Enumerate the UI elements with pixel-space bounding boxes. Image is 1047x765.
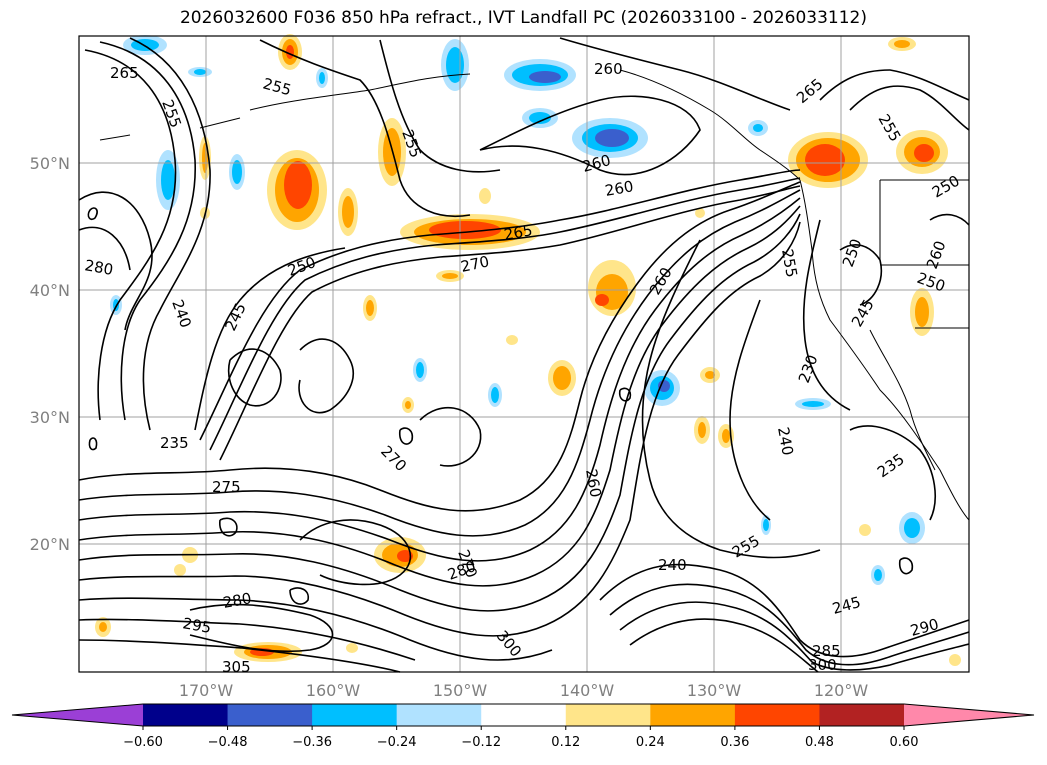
colorbar-extend-high — [904, 704, 1034, 726]
colorbar-segments — [143, 704, 905, 726]
colorbar-tick-label: 0.60 — [890, 735, 919, 750]
lat-label: 20°N — [30, 535, 70, 554]
lat-label: 30°N — [30, 408, 70, 427]
colorbar-tick-label: 0.24 — [636, 735, 665, 750]
contour-label: 235 — [160, 434, 189, 452]
colorbar-tick-label: −0.12 — [461, 735, 501, 750]
colorbar-tick-label: −0.48 — [208, 735, 248, 750]
colorbar-segment — [227, 704, 313, 726]
lon-label: 150°W — [433, 681, 488, 700]
colorbar-segment — [481, 704, 567, 726]
contour-label: 285 — [812, 642, 841, 660]
refractivity-shading — [95, 34, 961, 666]
colorbar-segment — [819, 704, 905, 726]
colorbar-tick-label: −0.60 — [123, 735, 163, 750]
colorbar-segment — [565, 704, 651, 726]
longitude-labels: 170°W 160°W 150°W 140°W 130°W 120°W — [179, 681, 869, 700]
colorbar-tick-label: 0.12 — [551, 735, 580, 750]
colorbar-tick-label: −0.36 — [292, 735, 332, 750]
contour-label: 260 — [582, 468, 605, 499]
colorbar-segment — [396, 704, 482, 726]
contour-label: 260 — [604, 177, 635, 200]
colorbar-segment — [312, 704, 398, 726]
contour-label: 240 — [774, 426, 797, 457]
lon-label: 170°W — [179, 681, 234, 700]
lon-label: 160°W — [306, 681, 361, 700]
refractivity-contours — [78, 37, 970, 673]
contour-label: 275 — [212, 478, 241, 496]
colorbar-tick-label: 0.48 — [805, 735, 834, 750]
contour-label: 280 — [222, 589, 253, 612]
latitude-labels: 50°N 40°N 30°N 20°N — [30, 154, 70, 554]
contour-label: 255 — [778, 248, 801, 279]
contour-label: 260 — [594, 60, 623, 78]
contour-label: 295 — [181, 614, 212, 637]
lon-label: 140°W — [560, 681, 615, 700]
colorbar-segment — [734, 704, 820, 726]
contour-label: 305 — [222, 658, 251, 676]
colorbar-segment — [650, 704, 736, 726]
coastlines — [99, 69, 970, 521]
lat-label: 50°N — [30, 154, 70, 173]
lon-label: 130°W — [687, 681, 742, 700]
colorbar-tick-label: −0.24 — [377, 735, 417, 750]
colorbar-extend-low — [12, 704, 143, 726]
contour-label: 265 — [503, 221, 534, 244]
contour-label: 265 — [110, 64, 139, 82]
graticule — [79, 36, 969, 672]
colorbar-ticks: −0.60 −0.48 −0.36 −0.24 −0.12 0.12 0.24 0.36 0.4… — [123, 726, 918, 750]
contour-label: 270 — [459, 252, 491, 276]
lat-label: 40°N — [30, 281, 70, 300]
contour-label: 300 — [808, 656, 837, 674]
colorbar: −0.60 −0.48 −0.36 −0.24 −0.12 0.12 0.24 0.36 0.4… — [11, 703, 1035, 750]
colorbar-segment — [143, 704, 229, 726]
map-frame — [78, 35, 970, 673]
colorbar-tick-label: 0.36 — [720, 735, 749, 750]
contour-label: 240 — [658, 556, 687, 574]
map-title: 2026032600 F036 850 hPa refract., IVT La… — [179, 8, 867, 28]
lon-label: 120°W — [814, 681, 869, 700]
contour-label: 280 — [83, 256, 114, 279]
